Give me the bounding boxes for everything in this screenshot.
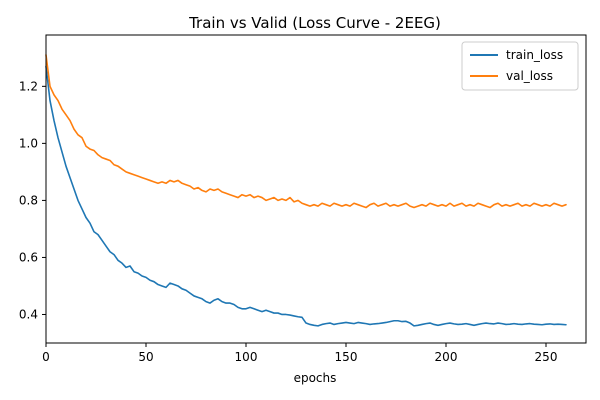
x-tick-label: 200 bbox=[435, 350, 458, 364]
y-tick-label: 0.4 bbox=[19, 307, 38, 321]
axis-ticks: 0 50 100 150 200 250 0.4 0.6 0.8 1.0 1.2 bbox=[19, 79, 558, 364]
legend-label-val-loss: val_loss bbox=[506, 69, 553, 83]
chart-title: Train vs Valid (Loss Curve - 2EEG) bbox=[188, 14, 441, 32]
y-tick-label: 1.2 bbox=[19, 79, 38, 93]
x-tick-label: 50 bbox=[138, 350, 153, 364]
x-axis-label: epochs bbox=[294, 371, 337, 385]
series-line-val-loss bbox=[45, 54, 567, 209]
series-lines bbox=[45, 54, 567, 327]
x-tick-label: 250 bbox=[535, 350, 558, 364]
y-tick-label: 0.6 bbox=[19, 250, 38, 264]
x-tick-label: 0 bbox=[42, 350, 50, 364]
x-tick-label: 100 bbox=[235, 350, 258, 364]
x-tick-label: 150 bbox=[335, 350, 358, 364]
legend-label-train-loss: train_loss bbox=[506, 48, 563, 62]
y-tick-label: 1.0 bbox=[19, 136, 38, 150]
series-line-train-loss bbox=[45, 65, 567, 327]
y-tick-label: 0.8 bbox=[19, 193, 38, 207]
legend: train_loss val_loss bbox=[461, 41, 579, 91]
plot-frame bbox=[45, 34, 587, 344]
